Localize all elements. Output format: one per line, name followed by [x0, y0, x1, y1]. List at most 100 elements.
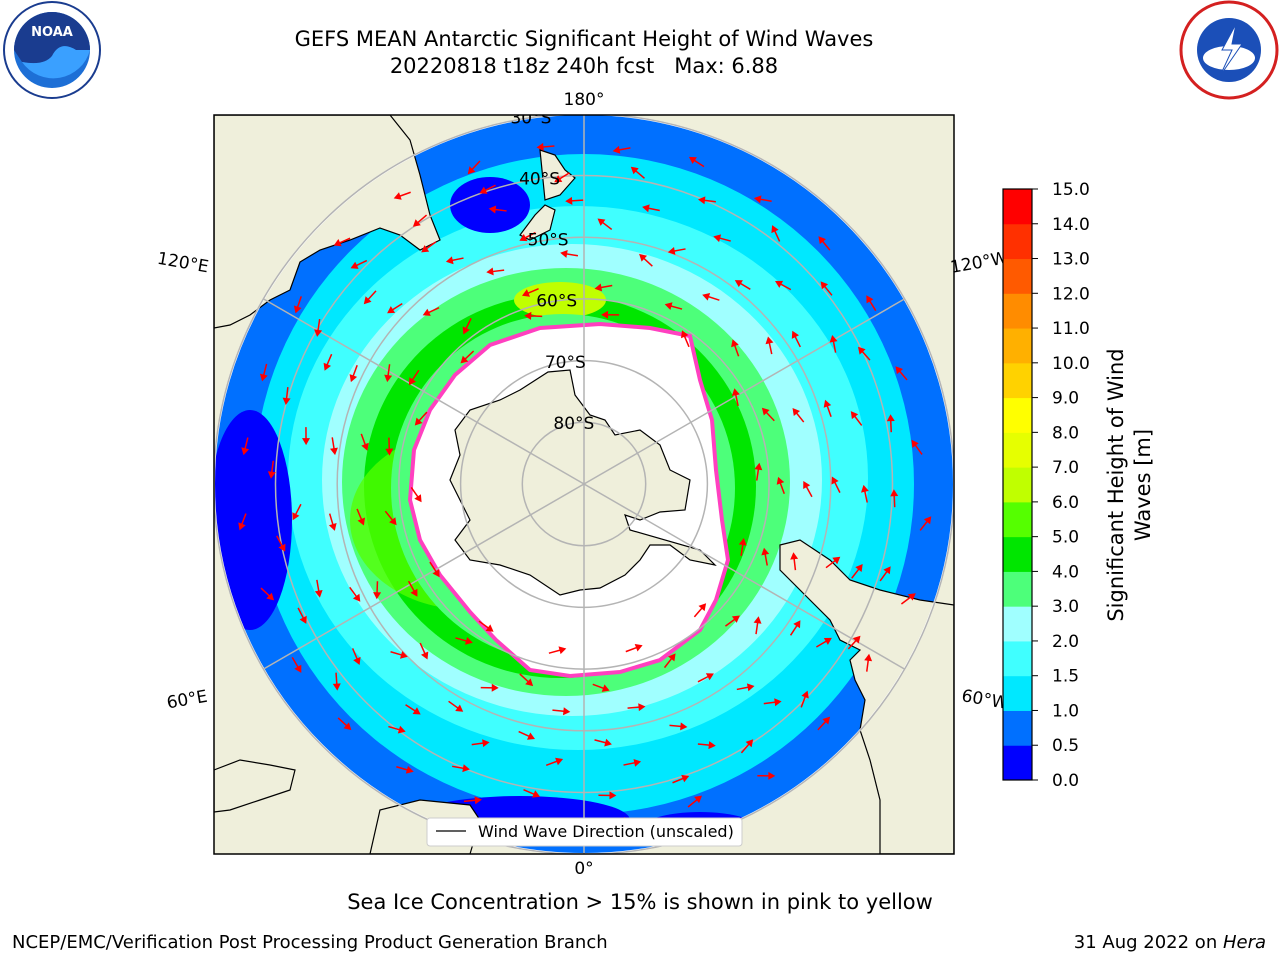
lon-label: 120°E [156, 249, 210, 278]
arrow-head [278, 543, 286, 552]
footer-branch: NCEP/EMC/Verification Post Processing Pr… [12, 932, 608, 953]
arrow-head [352, 593, 361, 602]
arrow-head [761, 547, 770, 556]
chart-title: GEFS MEAN Antarctic Significant Height o… [294, 27, 874, 51]
arrow-head [414, 494, 422, 503]
arrow-head [387, 306, 396, 314]
arrow-head [858, 346, 866, 355]
africa-land [214, 759, 296, 813]
arrow-head [400, 651, 408, 659]
arrow-head [855, 564, 863, 572]
arrow-head [393, 192, 402, 200]
arrow-head [397, 725, 406, 734]
svg-text:NOAA: NOAA [31, 25, 73, 40]
arrow-head [694, 795, 702, 804]
arrow-head [793, 620, 801, 629]
colorbar-tick-label: 12.0 [1052, 284, 1090, 304]
arrow-head [343, 722, 352, 731]
arrow-head [850, 411, 859, 420]
arrow-head [491, 683, 499, 692]
colorbar-segment [1003, 536, 1032, 572]
wind-wave-arrows [238, 142, 932, 827]
arrow-head [633, 759, 642, 767]
arrow-head [554, 175, 563, 183]
colorbar-tick-label: 1.0 [1052, 701, 1079, 721]
colorbar-tick-label: 10.0 [1052, 354, 1090, 374]
colorbar-tick-label: 15.0 [1052, 180, 1090, 200]
meridian-line [263, 483, 585, 670]
colorbar-tick-label: 2.0 [1052, 632, 1079, 652]
arrow-head [519, 234, 528, 242]
arrow-head [594, 283, 603, 292]
arrow-head [753, 195, 762, 204]
colorbar-segment [1003, 223, 1032, 260]
arrow-head [609, 791, 617, 800]
arrow-head [895, 366, 903, 375]
arrow-head [745, 739, 754, 748]
lon-label: 0° [574, 859, 593, 879]
arrow-head [299, 615, 307, 624]
colorbar-segment [1003, 501, 1032, 538]
arrow-head [482, 739, 490, 748]
arrow-head [389, 517, 397, 526]
lat-label: 40°S [519, 170, 560, 190]
arrow-head [601, 684, 610, 692]
arrow-head [681, 774, 690, 783]
arrow-head [525, 678, 534, 687]
arrow-head [460, 355, 469, 364]
arrow-head [405, 765, 414, 774]
arrow-head [771, 225, 779, 234]
arrow-head [384, 374, 393, 383]
arrow-head [330, 447, 338, 456]
arrow-head [664, 302, 673, 310]
lat-label: 30°S [510, 108, 551, 128]
arrow-head [412, 707, 421, 715]
new-zealand-land [519, 149, 576, 241]
arrow-head [831, 476, 839, 485]
arrow-head [832, 556, 841, 565]
arrow-head [462, 326, 470, 335]
arrow-head [907, 593, 916, 601]
arrow-head [765, 336, 774, 345]
arrow-head [314, 590, 323, 598]
colorbar-tick-label: 7.0 [1052, 458, 1079, 478]
arrow-head [818, 236, 826, 245]
arrow-head [410, 588, 418, 597]
arrow-head [702, 293, 711, 301]
arrow-head [524, 311, 532, 320]
chart-subtitle: 20220818 t18z 240h fcst Max: 6.88 [389, 54, 779, 78]
arrow-head [292, 512, 300, 521]
lat-label: 80°S [553, 414, 594, 434]
arrow-head [332, 683, 341, 691]
arrow-head [866, 295, 874, 304]
arrow-head [563, 707, 571, 716]
arrow-head [421, 245, 430, 253]
arrow-head [731, 388, 740, 396]
map-legend: Wind Wave Direction (unscaled) [426, 817, 743, 847]
colorbar-segment [1003, 467, 1032, 503]
arrow-head [560, 250, 568, 258]
arrow-head [314, 329, 323, 337]
arrow-head [642, 204, 650, 213]
arrow-head [705, 673, 714, 681]
arrow-head [886, 414, 895, 422]
arrow-head [801, 690, 809, 699]
arrow-head [488, 205, 497, 214]
arrow-head [267, 471, 276, 479]
arrow-head [361, 442, 369, 451]
lon-label: 60°E [165, 687, 209, 714]
arrow-head [698, 196, 706, 205]
arrow-head [333, 239, 342, 247]
colorbar-tick-label: 3.0 [1052, 597, 1079, 617]
arrow-head [294, 664, 302, 673]
arrow-head [373, 592, 382, 600]
arrow-head [911, 439, 919, 448]
colorbar-segment [1003, 328, 1032, 364]
arrow-head [465, 637, 473, 645]
arrow-head [282, 397, 291, 405]
legend-label: Wind Wave Direction (unscaled) [478, 822, 734, 841]
colorbar-segment [1003, 189, 1032, 225]
colorbar-segment [1003, 710, 1032, 746]
colorbar-tick-label: 0.0 [1052, 771, 1079, 791]
